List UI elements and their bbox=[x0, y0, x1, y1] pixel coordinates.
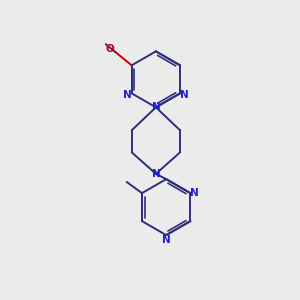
Text: N: N bbox=[152, 102, 160, 112]
Text: N: N bbox=[190, 188, 199, 198]
Text: N: N bbox=[152, 169, 160, 179]
Text: N: N bbox=[180, 90, 188, 100]
Text: N: N bbox=[162, 235, 171, 245]
Text: O: O bbox=[106, 44, 115, 54]
Text: N: N bbox=[124, 90, 132, 100]
